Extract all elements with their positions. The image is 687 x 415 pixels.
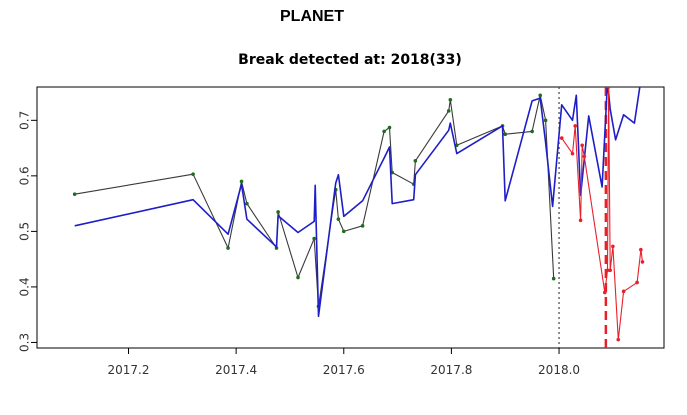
observed-series-point bbox=[503, 132, 508, 137]
y-tick-label: 0.4 bbox=[18, 277, 32, 296]
fitted-series-line bbox=[74, 87, 641, 318]
observed-series-point bbox=[530, 129, 534, 134]
observed-series-point bbox=[226, 246, 230, 250]
post-break-series-line bbox=[561, 87, 644, 341]
post-break-series-point bbox=[602, 290, 607, 295]
observed-series-point bbox=[245, 201, 249, 206]
post-break-series-point bbox=[578, 218, 583, 223]
observed-series-point bbox=[296, 275, 300, 280]
x-tick-label: 2017.2 bbox=[107, 363, 149, 377]
post-break-series-point bbox=[573, 124, 577, 128]
post-break-series-point bbox=[635, 280, 639, 285]
observed-series-point bbox=[239, 179, 244, 184]
post-break-series-point bbox=[570, 151, 575, 156]
observed-series-point bbox=[360, 224, 365, 228]
x-tick-label: 2017.6 bbox=[323, 363, 365, 377]
plot-frame bbox=[36, 86, 665, 349]
observed-series-point bbox=[336, 217, 341, 221]
y-tick-label: 0.3 bbox=[18, 333, 32, 352]
post-break-series-point bbox=[606, 87, 611, 89]
x-tick-label: 2018.0 bbox=[538, 363, 580, 377]
post-break-series-point bbox=[608, 268, 612, 273]
post-break-series-point bbox=[640, 260, 645, 264]
chart-title: Break detected at: 2018(33) bbox=[238, 52, 462, 68]
observed-series-point bbox=[446, 109, 451, 113]
post-break-series-point bbox=[616, 337, 621, 342]
y-tick-label: 0.7 bbox=[18, 111, 32, 130]
x-tick-label: 2017.4 bbox=[215, 363, 257, 377]
post-break-series-point bbox=[559, 136, 564, 140]
observed-series-point bbox=[312, 236, 316, 241]
post-break-series-point bbox=[605, 268, 610, 273]
observed-series-point bbox=[538, 93, 543, 98]
post-break-series-point bbox=[621, 289, 626, 294]
observed-series-point bbox=[276, 210, 280, 214]
observed-series-point bbox=[72, 192, 77, 196]
plot-area: 2017.2 2017.4 2017.6 2017.8 2018.0 0.3 0.4 0.5 0… bbox=[18, 86, 665, 377]
observed-series-point bbox=[543, 118, 548, 123]
observed-series-point bbox=[382, 129, 386, 134]
observed-series-point bbox=[387, 125, 392, 130]
observed-series-point bbox=[448, 97, 453, 102]
series-group bbox=[72, 87, 645, 348]
observed-series-point bbox=[413, 159, 418, 163]
observed-series-point bbox=[341, 229, 346, 234]
figure-title: PLANET bbox=[280, 8, 344, 25]
observed-series-point bbox=[551, 276, 556, 281]
post-break-series-point bbox=[580, 143, 584, 148]
observed-series-point bbox=[191, 172, 195, 176]
x-tick-label: 2017.8 bbox=[430, 363, 472, 377]
post-break-series-point bbox=[639, 247, 643, 252]
post-break-series-point bbox=[582, 154, 587, 159]
y-tick-label: 0.6 bbox=[18, 166, 32, 185]
y-tick-label: 0.5 bbox=[18, 222, 32, 241]
post-break-series-point bbox=[611, 244, 615, 249]
